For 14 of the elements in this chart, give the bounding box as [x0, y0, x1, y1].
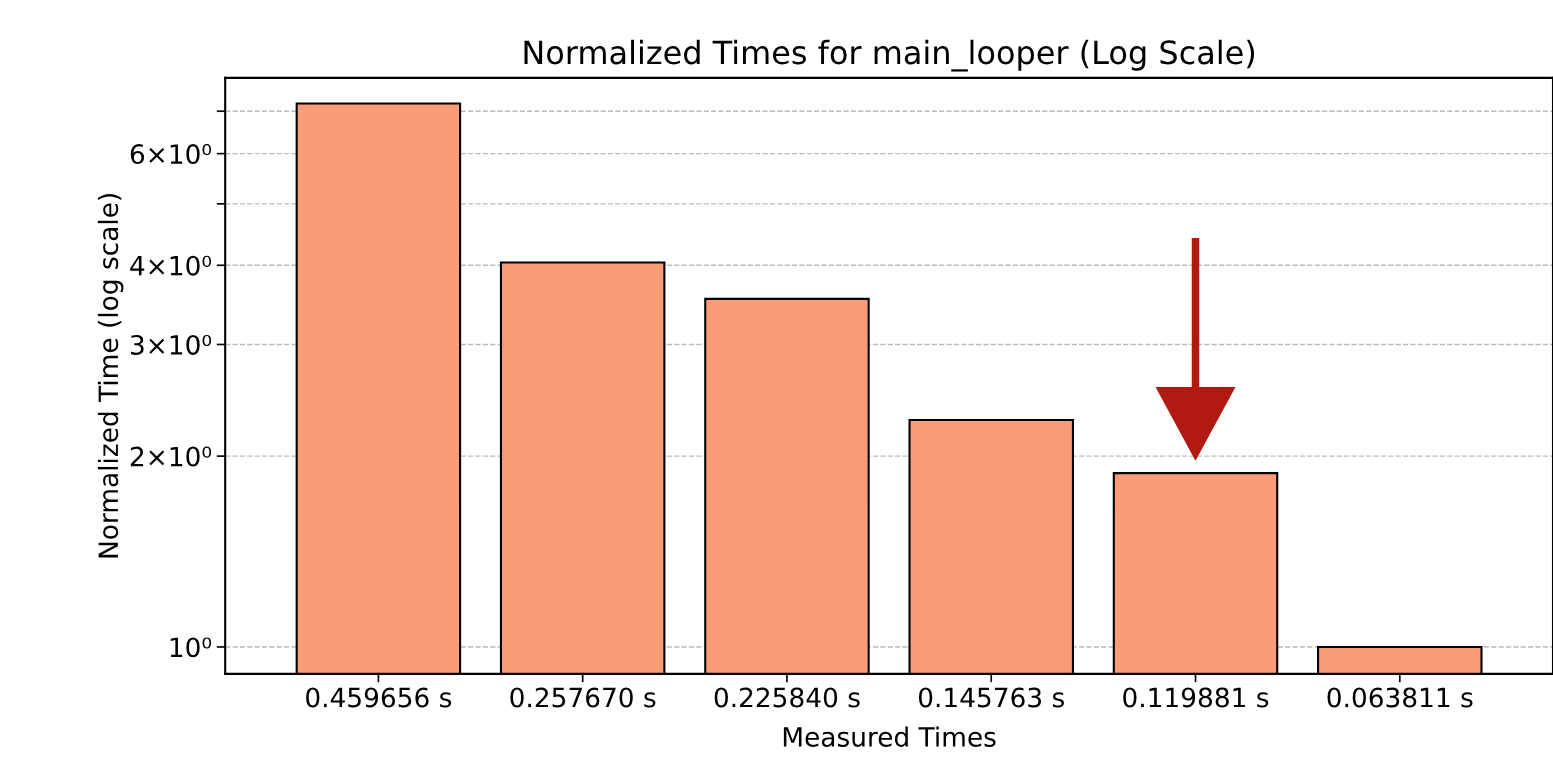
x-tick-label: 0.257670 s — [510, 687, 656, 708]
x-tick-label: 0.063811 s — [1327, 687, 1473, 708]
x-tick-label: 0.225840 s — [714, 687, 860, 708]
y-axis-title: Normalized Time (log scale) — [97, 194, 124, 558]
chart-title: Normalized Times for main_looper (Log Scale) — [524, 39, 1255, 72]
y-tick-label: 3×10⁰ — [130, 334, 212, 355]
x-axis-title: Measured Times — [783, 726, 996, 747]
y-tick-label: 4×10⁰ — [130, 255, 212, 276]
x-tick-label: 0.459656 s — [306, 687, 452, 708]
y-tick-label: 6×10⁰ — [130, 144, 212, 165]
y-tick-label: 10⁰ — [170, 637, 212, 658]
x-tick-label: 0.119881 s — [1123, 687, 1269, 708]
y-tick-label: 2×10⁰ — [130, 446, 212, 467]
x-tick-label: 0.145763 s — [918, 687, 1064, 708]
